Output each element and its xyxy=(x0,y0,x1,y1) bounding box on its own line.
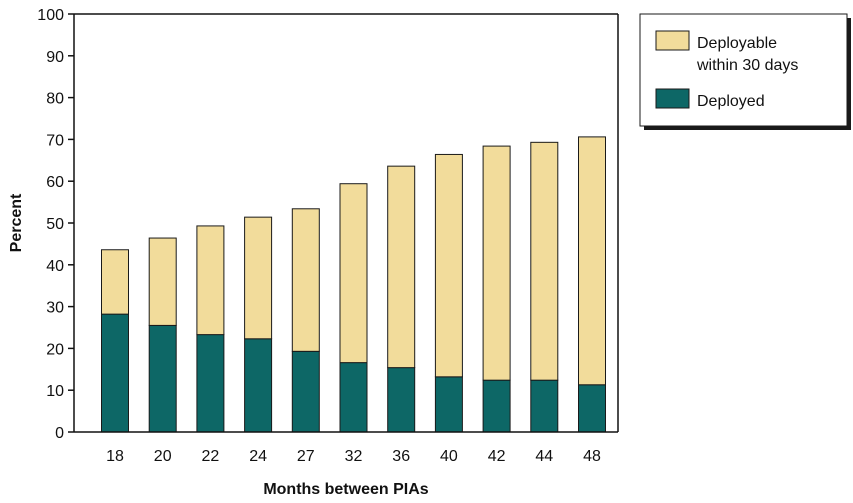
bar-deployed-20 xyxy=(148,324,177,433)
x-tick-label: 44 xyxy=(535,448,553,465)
y-tick-label: 90 xyxy=(46,49,64,66)
bar-deployable-48 xyxy=(578,136,606,386)
bar-deployable-27 xyxy=(291,208,320,352)
x-tick-label: 42 xyxy=(488,448,506,465)
legend-swatch xyxy=(655,88,690,109)
bar-deployable-20 xyxy=(148,237,177,326)
y-tick-label: 100 xyxy=(37,7,64,24)
bar-deployed-42 xyxy=(482,379,511,433)
bar-deployed-48 xyxy=(578,384,606,433)
x-tick-label: 22 xyxy=(202,448,220,465)
y-tick-label: 80 xyxy=(46,91,64,108)
y-tick-label: 0 xyxy=(55,425,64,442)
y-tick-label: 10 xyxy=(46,383,64,400)
y-tick-label: 20 xyxy=(46,341,64,358)
bar-deployable-22 xyxy=(196,225,225,336)
x-tick-label: 36 xyxy=(392,448,410,465)
legend-label: Deployed xyxy=(697,93,765,110)
legend-swatch xyxy=(655,30,690,51)
x-tick-label: 40 xyxy=(440,448,458,465)
bar-deployed-27 xyxy=(291,350,320,433)
x-tick-label: 20 xyxy=(154,448,172,465)
bar-deployable-42 xyxy=(482,145,511,381)
bar-deployable-40 xyxy=(434,153,463,378)
bar-deployed-40 xyxy=(434,376,463,433)
legend-label: Deployable xyxy=(697,35,777,52)
bar-deployable-36 xyxy=(387,165,416,369)
legend: Deployable within 30 days Deployed xyxy=(639,13,851,130)
bar-deployed-32 xyxy=(339,362,368,433)
bars-layer xyxy=(101,136,606,433)
bar-deployable-18 xyxy=(101,249,129,315)
bar-deployed-24 xyxy=(244,338,273,433)
bar-deployed-36 xyxy=(387,367,416,433)
bar-deployed-18 xyxy=(101,313,129,433)
y-axis-title: Percent xyxy=(8,193,25,252)
y-tick-label: 60 xyxy=(46,174,64,191)
x-tick-label: 48 xyxy=(583,448,601,465)
x-tick-label: 27 xyxy=(297,448,315,465)
bar-deployable-24 xyxy=(244,216,273,340)
y-tick-label: 40 xyxy=(46,258,64,275)
x-tick-label: 18 xyxy=(106,448,124,465)
x-tick-label: 24 xyxy=(249,448,267,465)
bar-deployable-44 xyxy=(530,141,559,381)
x-tick-label: 32 xyxy=(345,448,363,465)
bar-deployed-22 xyxy=(196,334,225,433)
axes-layer: 18 20 22 24 27 32 36 40 42 44 48 0 10 20 30 40 50 60 70 80 9… xyxy=(37,7,619,465)
legend-label: within 30 days xyxy=(696,57,798,74)
bar-deployable-32 xyxy=(339,183,368,364)
y-tick-label: 30 xyxy=(46,300,64,317)
bar-deployed-44 xyxy=(530,379,559,433)
y-tick-label: 70 xyxy=(46,132,64,149)
y-tick-label: 50 xyxy=(46,216,64,233)
x-axis-title: Months between PIAs xyxy=(263,481,428,498)
